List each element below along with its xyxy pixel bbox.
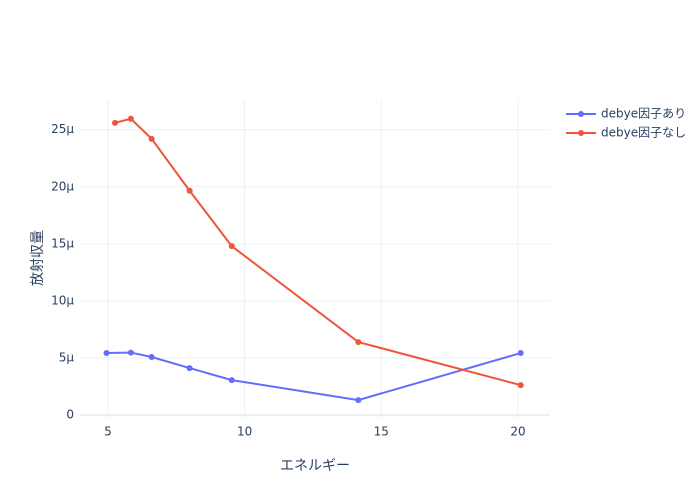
point — [111, 119, 118, 126]
x-axis-title: エネルギー — [280, 458, 350, 474]
point — [355, 339, 362, 346]
y-tick-label: 20μ — [51, 179, 74, 193]
legend-swatch-point — [578, 130, 584, 136]
point — [517, 350, 524, 357]
point — [148, 135, 155, 142]
y-tick-label: 25μ — [51, 122, 74, 136]
legend-label: debye因子なし — [601, 126, 686, 140]
legend-label: debye因子あり — [601, 107, 686, 121]
legend-swatch-point — [578, 111, 584, 117]
x-tick-label: 15 — [374, 425, 389, 439]
x-tick-label: 20 — [510, 425, 525, 439]
point — [228, 243, 235, 250]
point — [186, 365, 193, 372]
y-tick-label: 15μ — [51, 236, 74, 250]
point — [517, 382, 524, 389]
y-tick-label: 0 — [66, 408, 74, 422]
point — [186, 187, 193, 194]
point — [127, 349, 134, 356]
y-tick-label: 5μ — [59, 351, 75, 365]
y-axis-title: 放射収量 — [30, 230, 46, 286]
point — [103, 350, 110, 357]
x-tick-label: 5 — [104, 425, 112, 439]
point — [355, 397, 362, 404]
y-tick-label: 10μ — [51, 293, 74, 307]
point — [148, 354, 155, 361]
x-tick-label: 10 — [237, 425, 252, 439]
point — [127, 115, 134, 122]
point — [228, 377, 235, 384]
